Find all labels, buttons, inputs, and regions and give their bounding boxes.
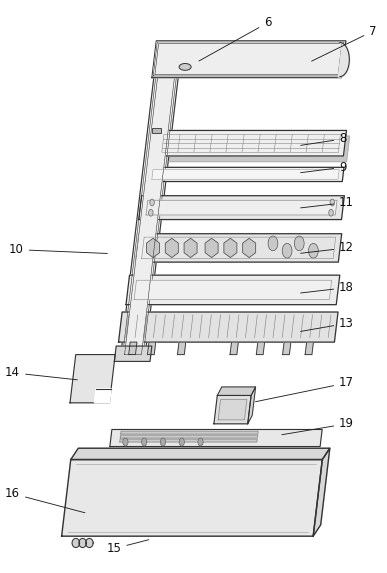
Circle shape [198, 438, 203, 446]
Polygon shape [123, 74, 177, 355]
Polygon shape [86, 539, 93, 548]
Polygon shape [283, 342, 291, 355]
Polygon shape [214, 395, 251, 424]
Polygon shape [129, 342, 137, 355]
Text: 7: 7 [312, 25, 377, 61]
Circle shape [268, 236, 278, 251]
Text: 6: 6 [199, 16, 272, 61]
Polygon shape [110, 430, 322, 446]
Polygon shape [205, 238, 218, 257]
Circle shape [160, 438, 166, 446]
Text: 11: 11 [301, 196, 354, 209]
Polygon shape [313, 448, 330, 536]
Polygon shape [155, 136, 349, 162]
Polygon shape [121, 74, 179, 355]
Bar [152, 128, 161, 134]
Circle shape [282, 244, 292, 258]
Polygon shape [71, 448, 330, 460]
Polygon shape [152, 131, 346, 156]
Text: 10: 10 [9, 243, 107, 256]
Polygon shape [184, 238, 197, 257]
Text: 19: 19 [282, 417, 354, 435]
Text: 15: 15 [106, 540, 149, 555]
Text: 12: 12 [301, 241, 354, 254]
Polygon shape [147, 238, 159, 257]
Polygon shape [224, 238, 237, 257]
Polygon shape [147, 167, 344, 182]
Polygon shape [120, 439, 257, 442]
Polygon shape [256, 342, 265, 355]
Ellipse shape [179, 64, 191, 70]
Polygon shape [125, 74, 175, 355]
Circle shape [295, 236, 304, 251]
Polygon shape [146, 200, 337, 215]
Circle shape [329, 209, 333, 216]
Polygon shape [79, 539, 86, 548]
Polygon shape [152, 170, 339, 179]
Circle shape [149, 209, 153, 216]
Text: 9: 9 [301, 161, 347, 174]
Circle shape [150, 199, 154, 206]
Polygon shape [217, 387, 255, 395]
Polygon shape [147, 342, 156, 355]
Polygon shape [120, 435, 258, 438]
Polygon shape [243, 238, 256, 257]
Polygon shape [135, 234, 342, 262]
Text: 17: 17 [255, 376, 354, 402]
Circle shape [330, 199, 334, 206]
Polygon shape [70, 355, 115, 403]
Polygon shape [305, 342, 313, 355]
Polygon shape [152, 41, 346, 78]
Polygon shape [139, 196, 344, 219]
Text: 8: 8 [301, 132, 346, 146]
Circle shape [123, 438, 128, 446]
Text: 14: 14 [5, 366, 77, 380]
Polygon shape [134, 280, 332, 300]
Polygon shape [153, 42, 344, 76]
Text: 13: 13 [301, 317, 354, 331]
Polygon shape [155, 44, 342, 74]
Polygon shape [248, 387, 255, 424]
Polygon shape [62, 460, 322, 536]
Polygon shape [115, 346, 152, 362]
Polygon shape [230, 342, 238, 355]
Polygon shape [218, 399, 247, 420]
Polygon shape [94, 388, 111, 403]
Text: 16: 16 [5, 487, 85, 513]
Polygon shape [165, 238, 178, 257]
Polygon shape [126, 275, 340, 305]
Circle shape [308, 244, 318, 258]
Polygon shape [72, 539, 80, 548]
Polygon shape [121, 431, 258, 434]
Circle shape [142, 438, 147, 446]
Text: 18: 18 [301, 281, 354, 294]
Polygon shape [178, 342, 186, 355]
Polygon shape [118, 312, 338, 342]
Circle shape [179, 438, 184, 446]
